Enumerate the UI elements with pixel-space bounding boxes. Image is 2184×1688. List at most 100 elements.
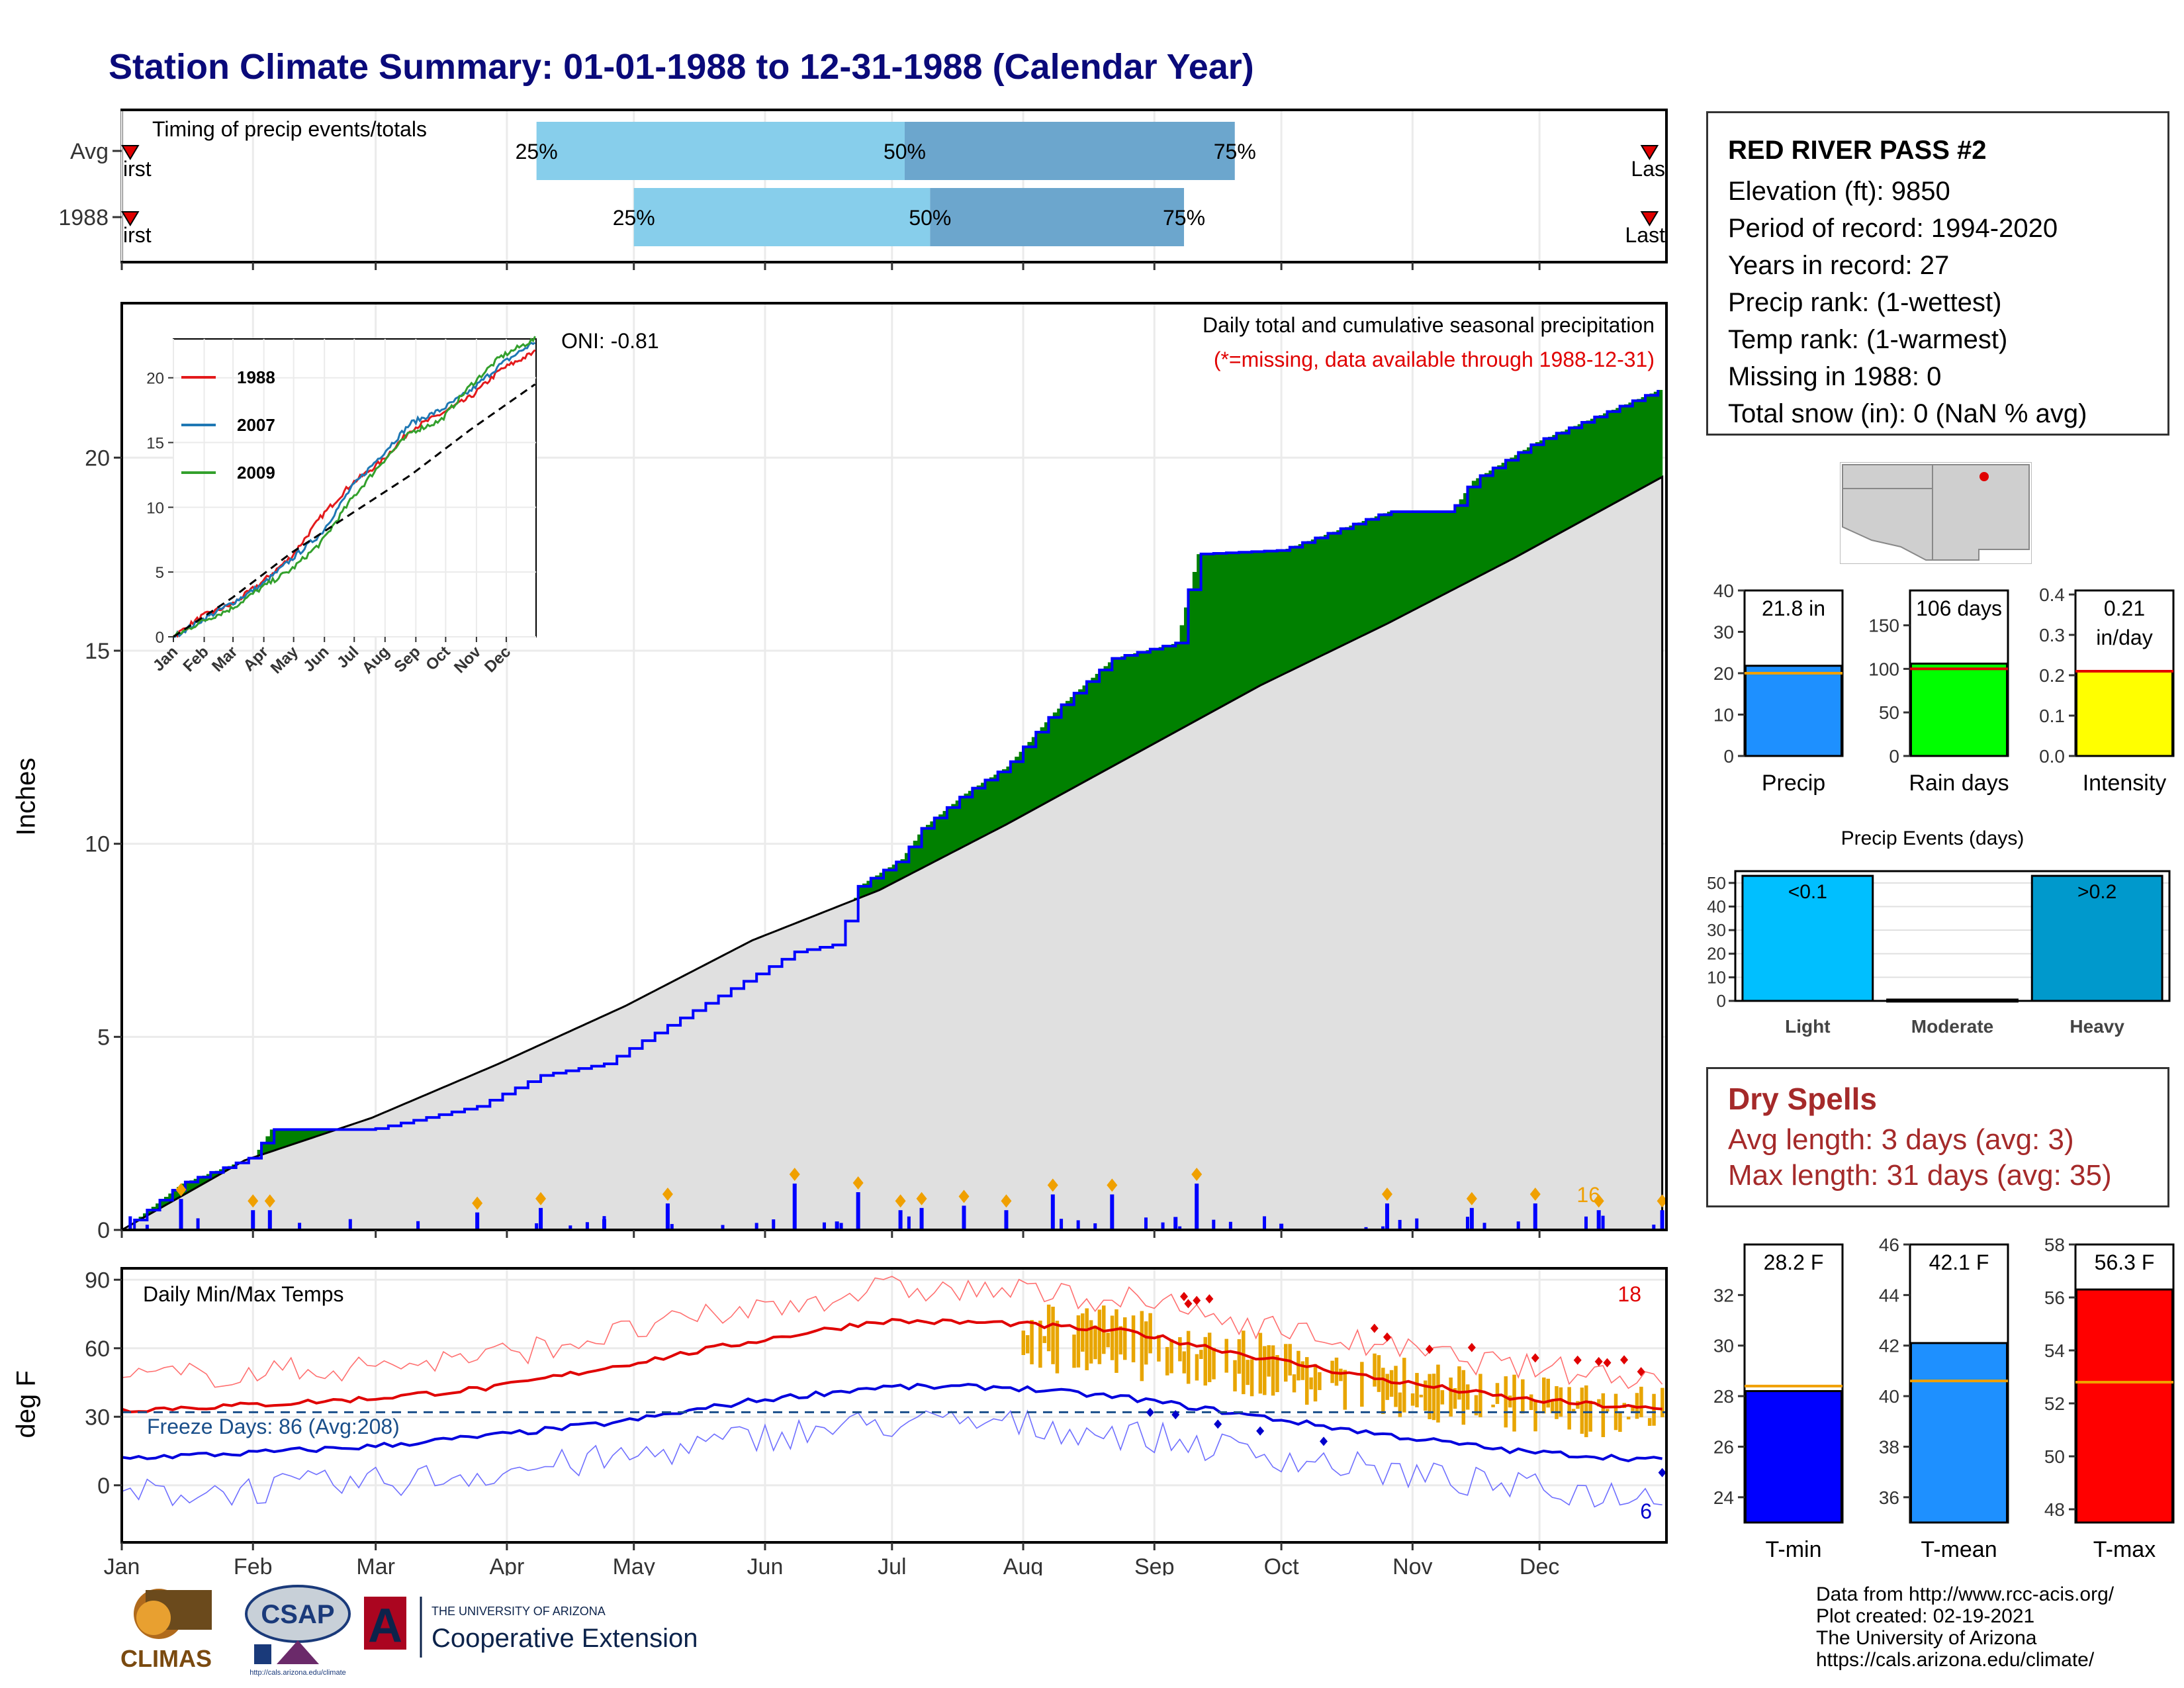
precip-diff-bar (1547, 436, 1553, 539)
daily-precip-bar (569, 1225, 572, 1230)
daily-precip-bar (1398, 1219, 1402, 1230)
daily-precip-bar (1093, 1223, 1097, 1230)
precip-diff-bar (316, 1129, 322, 1137)
daily-precip-bar (1110, 1217, 1114, 1230)
precip-diff-bar (1260, 551, 1265, 686)
precip-diff-bar (1569, 428, 1574, 528)
observed-temp-bar (1508, 1395, 1512, 1408)
daily-precip-bar (348, 1219, 352, 1230)
observed-temp-bar (1212, 1348, 1216, 1380)
observed-temp-bar (1647, 1418, 1652, 1426)
observed-temp-bar (1343, 1370, 1347, 1410)
observed-temp-bar (1597, 1399, 1601, 1407)
observed-temp-bar (1304, 1357, 1309, 1405)
daily-precip-bar (856, 1192, 860, 1230)
observed-temp-bar (1567, 1387, 1571, 1430)
precip-diff-bar (1150, 649, 1155, 746)
bar-ytick-label: 48 (2044, 1499, 2065, 1520)
logos: CLIMAS CSAP http://cals.arizona.edu/clim… (120, 1585, 698, 1677)
daily-precip-bar (1364, 1227, 1368, 1230)
precip-diff-bar (993, 774, 999, 831)
observed-temp-bar (1072, 1335, 1076, 1368)
observed-temp-bar (1318, 1372, 1322, 1390)
precip-diff-bar (938, 814, 944, 860)
observed-temp-bar (1131, 1315, 1136, 1362)
precip-diff-bar (1404, 512, 1409, 615)
events-ytick-label: 0 (1717, 991, 1726, 1011)
observed-temp-bar (1118, 1326, 1123, 1355)
observed-temp-bar (1055, 1321, 1060, 1374)
precip-diff-bar (1471, 481, 1477, 581)
precip-diff-bar (900, 859, 905, 880)
precip-diff-bar (866, 880, 872, 896)
daily-precip-bar (251, 1210, 255, 1230)
daily-precip-bar (1004, 1210, 1009, 1230)
observed-temp-bar (1440, 1390, 1445, 1405)
bar-value-label: in/day (2096, 626, 2152, 649)
heavy-event-marker (1191, 1168, 1203, 1181)
precip-diff-bar (1484, 473, 1490, 574)
observed-temp-bar (1030, 1320, 1034, 1365)
dry-spells-box: Dry Spells Avg length: 3 days (avg: 3) M… (1706, 1067, 2169, 1207)
observed-temp-bar (1465, 1384, 1470, 1410)
precip-diff-bar (1370, 518, 1375, 632)
record-high-marker (1370, 1323, 1379, 1333)
main-precip-chart: 0 5 10 15 20 Daily total and cumulative seas… (85, 302, 1668, 1243)
event-count: 16 (1576, 1183, 1600, 1207)
daily-precip-bar (1263, 1216, 1267, 1230)
timing-label: Timing of precip events/totals (152, 117, 427, 141)
precip-diff-bar (976, 785, 981, 840)
observed-temp-bar (1246, 1360, 1250, 1385)
precip-diff-bar (269, 1129, 275, 1152)
observed-temp-bar (1588, 1400, 1592, 1432)
last-marker (1640, 145, 1659, 160)
precip-diff-bar (1213, 553, 1218, 711)
precip-diff-bar (282, 1129, 287, 1148)
observed-temp-bar (1635, 1393, 1639, 1419)
precip-diff-bar (1154, 648, 1160, 743)
precip-diff-bar (1459, 499, 1464, 586)
observed-temp-bar (1479, 1374, 1482, 1417)
precip-diff-bar (1209, 553, 1214, 714)
value-bar (2075, 670, 2174, 757)
month-label: Aug (1003, 1554, 1044, 1575)
precip-diff-bar (1091, 677, 1096, 778)
svg-text:http://cals.arizona.edu/climat: http://cals.arizona.edu/climate (250, 1669, 346, 1677)
precip-diff-bar (1535, 442, 1540, 547)
month-label: Apr (489, 1554, 524, 1575)
precip-diff-bar (1251, 551, 1257, 690)
daily-precip-bar (1533, 1216, 1537, 1230)
annotation-title: Daily total and cumulative seasonal prec… (1203, 313, 1655, 337)
daily-precip-bar (1584, 1216, 1588, 1230)
observed-temp-bar (1097, 1309, 1102, 1364)
precip-diff-bar (1357, 522, 1363, 638)
daily-precip-bar (535, 1223, 539, 1230)
record-high-marker (1573, 1355, 1582, 1365)
bar-ytick-label: 30 (1713, 622, 1734, 643)
precip-diff-bar (1582, 422, 1587, 521)
precip-diff-bar (1124, 655, 1130, 760)
daily-precip-bar (145, 1225, 149, 1230)
precip-diff-bar (930, 821, 935, 864)
precip-diff-bar (1247, 551, 1252, 692)
timing-row-label: Avg (70, 139, 109, 164)
station-line: Precip rank: (1-wettest) (1728, 288, 2002, 317)
record-low-marker (1256, 1426, 1265, 1436)
observed-temp-bar (1377, 1355, 1381, 1392)
heavy-event-marker (175, 1183, 187, 1197)
observed-temp-bar (1419, 1394, 1424, 1397)
precip-diff-bar (904, 853, 909, 877)
daily-precip-bar (1482, 1223, 1486, 1230)
daily-precip-bar (721, 1225, 725, 1230)
observed-temp-bar (1398, 1392, 1402, 1417)
observed-temp-bar (1402, 1358, 1406, 1413)
bar-value-label: 106 days (1916, 596, 2002, 620)
observed-temp-bar (1224, 1338, 1228, 1373)
daily-precip-bar (1060, 1219, 1064, 1230)
bar-ytick-label: 32 (1713, 1285, 1734, 1305)
legend-label: 2007 (237, 415, 275, 435)
bar-ytick-label: 58 (2044, 1235, 2065, 1255)
precip-diff-bar (1099, 670, 1105, 774)
precip-diff-bar (1501, 463, 1506, 565)
observed-temp-bar (1250, 1359, 1254, 1397)
